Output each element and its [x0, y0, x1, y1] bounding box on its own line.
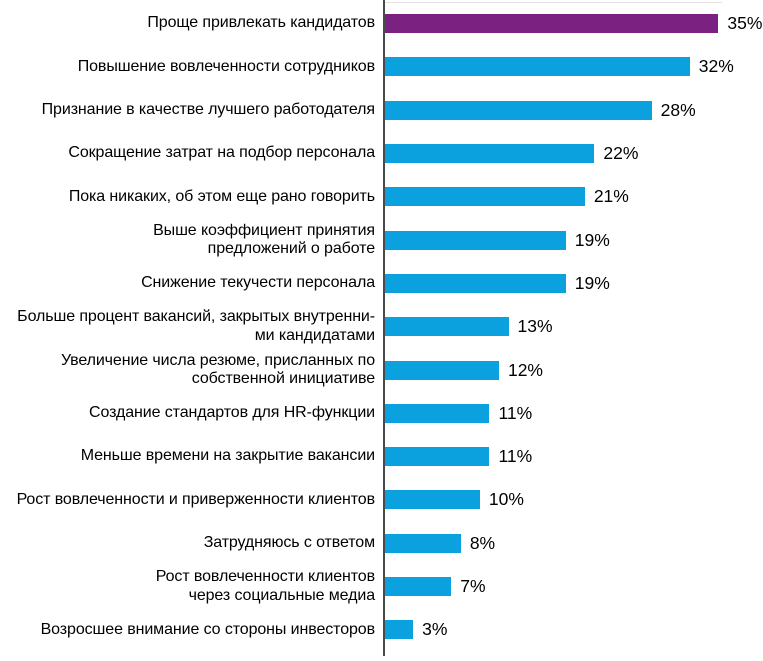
category-label: Выше коэффициент принятия предложений о … [153, 221, 375, 258]
category-label: Рост вовлеченности клиентов через социал… [155, 568, 375, 604]
y-axis-line [383, 0, 385, 656]
bar-area: 7% [384, 576, 763, 597]
value-label: 11% [498, 402, 533, 423]
chart-row: Признание в качестве лучшего работодател… [0, 89, 763, 132]
bar [384, 360, 499, 380]
bar [384, 447, 490, 467]
chart-row: Снижение текучести персонала 19% [0, 262, 763, 305]
category-label: Увеличение числа резюме, присланных по с… [60, 351, 375, 388]
category-label: Больше процент вакансий, закрытых внутре… [17, 308, 375, 344]
category-label: Сокращение затрат на подбор персонала [68, 144, 375, 162]
bar-area: 19% [384, 229, 763, 251]
value-label: 19% [574, 272, 610, 293]
value-label: 28% [660, 99, 696, 120]
chart-row: Возросшее внимание со стороны инвесторов… [0, 608, 763, 651]
category-label: Создание стандартов для HR-функции [89, 404, 375, 422]
value-label: 19% [574, 229, 610, 250]
bar-area: 32% [384, 56, 763, 77]
category-label: Возросшее внимание со стороны инвесторов [40, 620, 375, 638]
chart-row: Сокращение затрат на подбор персонала 22… [0, 132, 763, 175]
plot-top-border [384, 2, 722, 3]
value-label: 3% [422, 619, 448, 640]
chart-row: Выше коэффициент принятия предложений о … [0, 218, 763, 261]
bar [384, 577, 452, 596]
chart-row: Создание стандартов для HR-функции 11% [0, 392, 763, 435]
chart-row: Затрудняюсь с ответом 8% [0, 522, 763, 565]
bar-area: 11% [384, 446, 763, 467]
bar [384, 57, 690, 77]
bar-area: 3% [384, 619, 763, 640]
bar-area: 10% [384, 489, 763, 510]
value-label: 35% [727, 13, 763, 34]
value-label: 12% [507, 359, 543, 380]
bar [384, 533, 461, 553]
value-label: 13% [517, 316, 553, 337]
bar [384, 230, 566, 250]
bar [384, 100, 652, 120]
category-label: Затрудняюсь с ответом [203, 533, 375, 551]
chart-row: Повышение вовлеченности сотрудников 32% [0, 45, 763, 88]
category-label: Признание в качестве лучшего работодател… [41, 100, 375, 118]
bar [384, 14, 719, 34]
value-label: 10% [488, 489, 524, 510]
bar [384, 144, 595, 164]
category-label: Повышение вовлеченности сотрудников [77, 57, 375, 75]
bar-area: 19% [384, 272, 763, 294]
value-label: 32% [698, 56, 734, 77]
chart-row: Пока никаких, об этом еще рано говорить … [0, 175, 763, 218]
bar [384, 187, 585, 207]
value-label: 22% [603, 143, 639, 164]
bar-area: 8% [384, 532, 763, 554]
bar [384, 317, 509, 337]
chart-row: Рост вовлеченности клиентов через социал… [0, 565, 763, 608]
value-label: 21% [593, 186, 629, 207]
chart-row: Проще привлекать кандидатов 35% [0, 2, 763, 45]
chart-row: Больше процент вакансий, закрытых внутре… [0, 305, 763, 348]
category-label: Рост вовлеченности и приверженности клие… [16, 490, 376, 508]
value-label: 8% [469, 532, 496, 553]
value-label: 7% [460, 576, 486, 596]
chart-row: Рост вовлеченности и приверженности клие… [0, 478, 763, 521]
category-label: Пока никаких, об этом еще рано говорить [68, 187, 375, 205]
bar-area: 12% [384, 359, 763, 381]
chart-row: Меньше времени на закрытие вакансии 11% [0, 435, 763, 478]
bar [384, 403, 490, 423]
bar [384, 490, 480, 510]
bar-area: 13% [384, 316, 763, 337]
chart-row: Увеличение числа резюме, присланных по с… [0, 348, 763, 391]
bar-area: 21% [384, 186, 763, 207]
bar-area: 28% [384, 99, 763, 121]
bar-area: 11% [384, 402, 763, 424]
category-label: Меньше времени на закрытие вакансии [80, 447, 375, 465]
bar-area: 22% [384, 143, 763, 164]
bar [384, 620, 414, 640]
category-label: Снижение текучести персонала [141, 274, 375, 292]
value-label: 11% [498, 446, 533, 467]
bar [384, 273, 566, 293]
category-label: Проще привлекать кандидатов [147, 14, 375, 32]
bar-area: 35% [384, 13, 763, 34]
